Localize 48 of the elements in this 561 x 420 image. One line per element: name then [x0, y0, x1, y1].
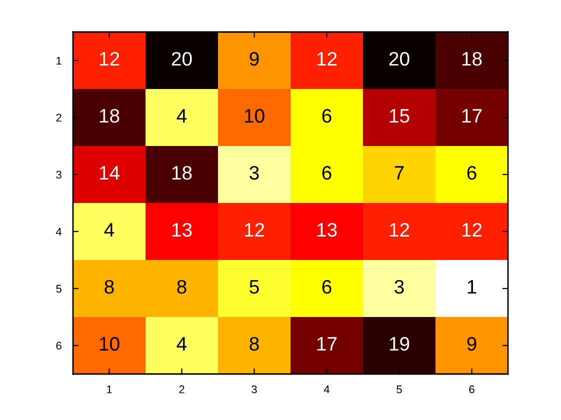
data-label: 4: [176, 337, 187, 351]
data-label: 17: [462, 109, 482, 123]
data-label: 12: [317, 52, 337, 66]
data-label: 19: [390, 336, 410, 351]
y-tick-label: 6: [56, 342, 62, 350]
y-tick-label: 3: [56, 170, 62, 179]
data-label: 8: [250, 336, 259, 351]
data-label: 13: [172, 222, 192, 237]
data-label: 6: [322, 108, 332, 123]
y-tick-label: 1: [56, 56, 62, 65]
data-label: 3: [250, 166, 259, 180]
data-label: 4: [176, 109, 187, 123]
data-label: 18: [462, 52, 482, 66]
data-label: 13: [317, 222, 337, 237]
data-label: 20: [389, 52, 410, 66]
data-label: 8: [104, 280, 114, 294]
data-label: 9: [250, 52, 259, 66]
x-tick-label: 4: [324, 386, 330, 394]
x-tick-label: 6: [469, 385, 474, 394]
data-label: 6: [322, 166, 332, 180]
y-tick-label: 4: [56, 228, 62, 236]
data-label: 10: [100, 336, 120, 351]
data-label: 4: [104, 223, 114, 237]
x-tick-label: 5: [396, 386, 402, 394]
data-label: 7: [394, 166, 404, 180]
data-label: 12: [244, 222, 264, 237]
data-label: 14: [100, 166, 120, 180]
data-label: 9: [467, 336, 476, 351]
data-label: 12: [390, 222, 410, 237]
data-label: 6: [467, 166, 476, 180]
x-tick-label: 3: [252, 385, 257, 394]
data-label: 20: [172, 52, 192, 66]
data-label: 12: [462, 222, 482, 237]
data-label: 18: [172, 166, 192, 180]
data-label: 12: [100, 52, 120, 66]
x-tick-label: 2: [179, 385, 184, 394]
y-tick-label: 2: [56, 114, 62, 122]
y-tick-label: 5: [56, 284, 62, 293]
data-label: 17: [317, 337, 337, 351]
x-tick-label: 1: [107, 386, 112, 394]
data-label: 15: [390, 109, 410, 123]
data-label: 18: [100, 108, 120, 123]
data-label: 8: [177, 280, 186, 294]
data-label: 5: [250, 280, 259, 294]
data-label: 6: [322, 280, 332, 294]
data-label: 3: [394, 280, 404, 294]
data-label: 1: [468, 280, 476, 294]
data-label: 10: [244, 108, 264, 123]
